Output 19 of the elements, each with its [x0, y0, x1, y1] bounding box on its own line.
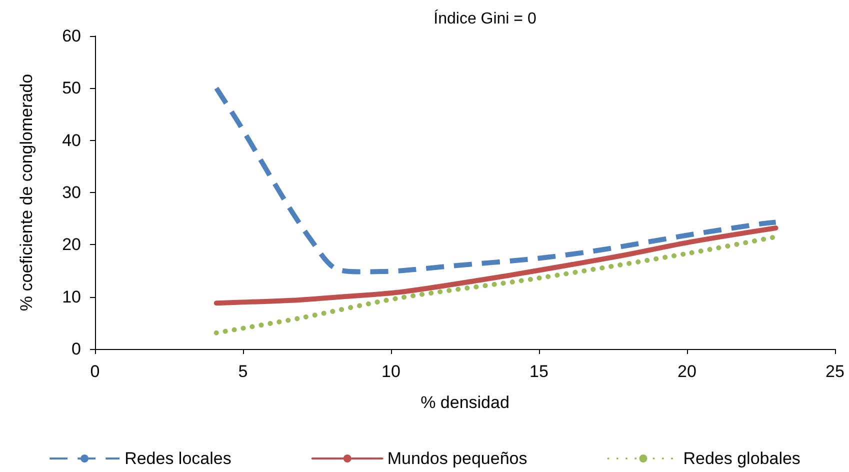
chart-title: Índice Gini = 0 [434, 10, 536, 28]
legend-label: Mundos pequeños [387, 449, 528, 468]
legend-label: Redes locales [124, 449, 232, 468]
y-tick-label: 30 [62, 183, 81, 202]
y-axis-title: % coeficiente de conglomerado [17, 74, 36, 312]
x-axis-title: % densidad [420, 393, 510, 412]
x-tick-label: 5 [238, 362, 248, 381]
y-tick-label: 60 [62, 26, 81, 46]
x-tick-label: 15 [530, 362, 548, 381]
y-tick-label: 40 [62, 130, 81, 150]
y-tick-label: 50 [62, 78, 81, 98]
y-tick-label: 20 [62, 235, 81, 254]
x-tick-label: 25 [826, 362, 844, 381]
y-tick-label: 10 [62, 287, 81, 306]
y-tick-label: 0 [72, 340, 81, 358]
legend-label: Redes globales [683, 449, 800, 468]
x-tick-label: 20 [678, 362, 696, 381]
x-tick-label: 0 [90, 362, 100, 381]
x-tick-label: 10 [382, 362, 400, 381]
